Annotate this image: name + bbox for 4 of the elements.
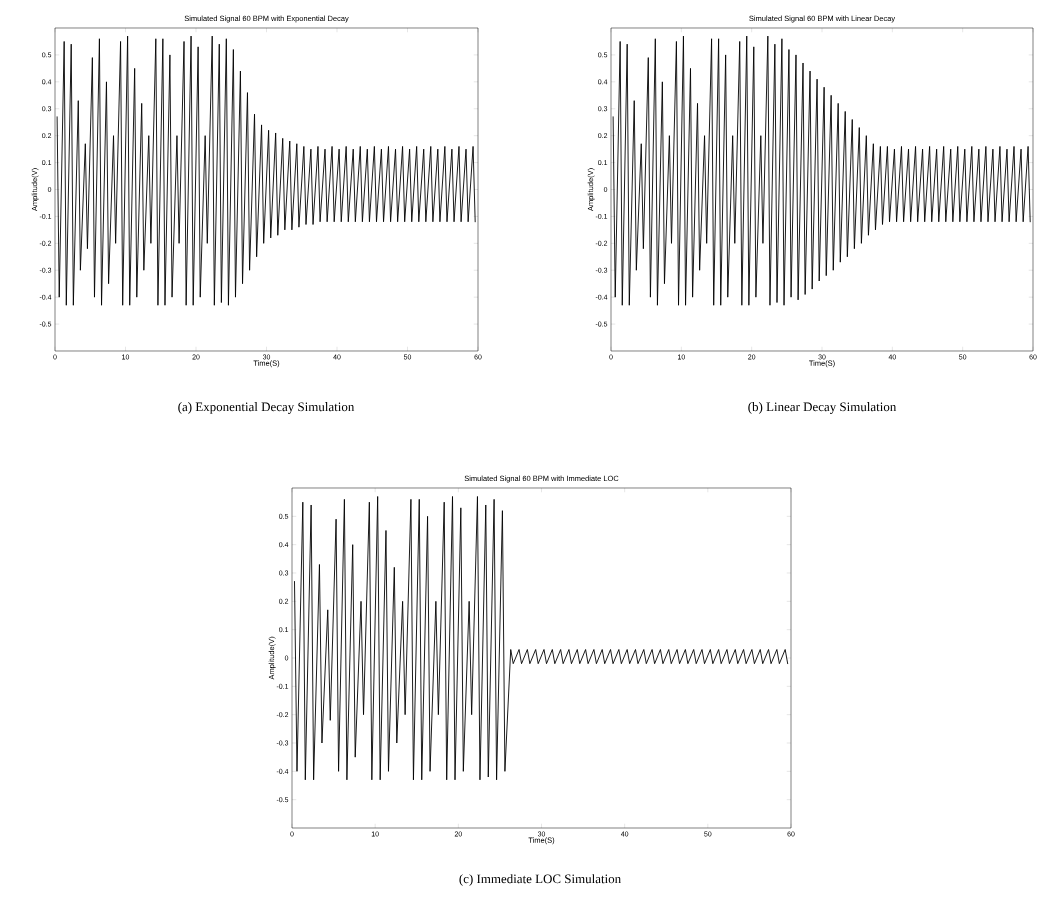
text: (c) Immediate LOC Simulation (459, 874, 621, 886)
line-series (294, 496, 789, 781)
text: (b) Linear Decay Simulation (748, 402, 897, 414)
text: (a) Exponential Decay Simulation (178, 402, 355, 414)
